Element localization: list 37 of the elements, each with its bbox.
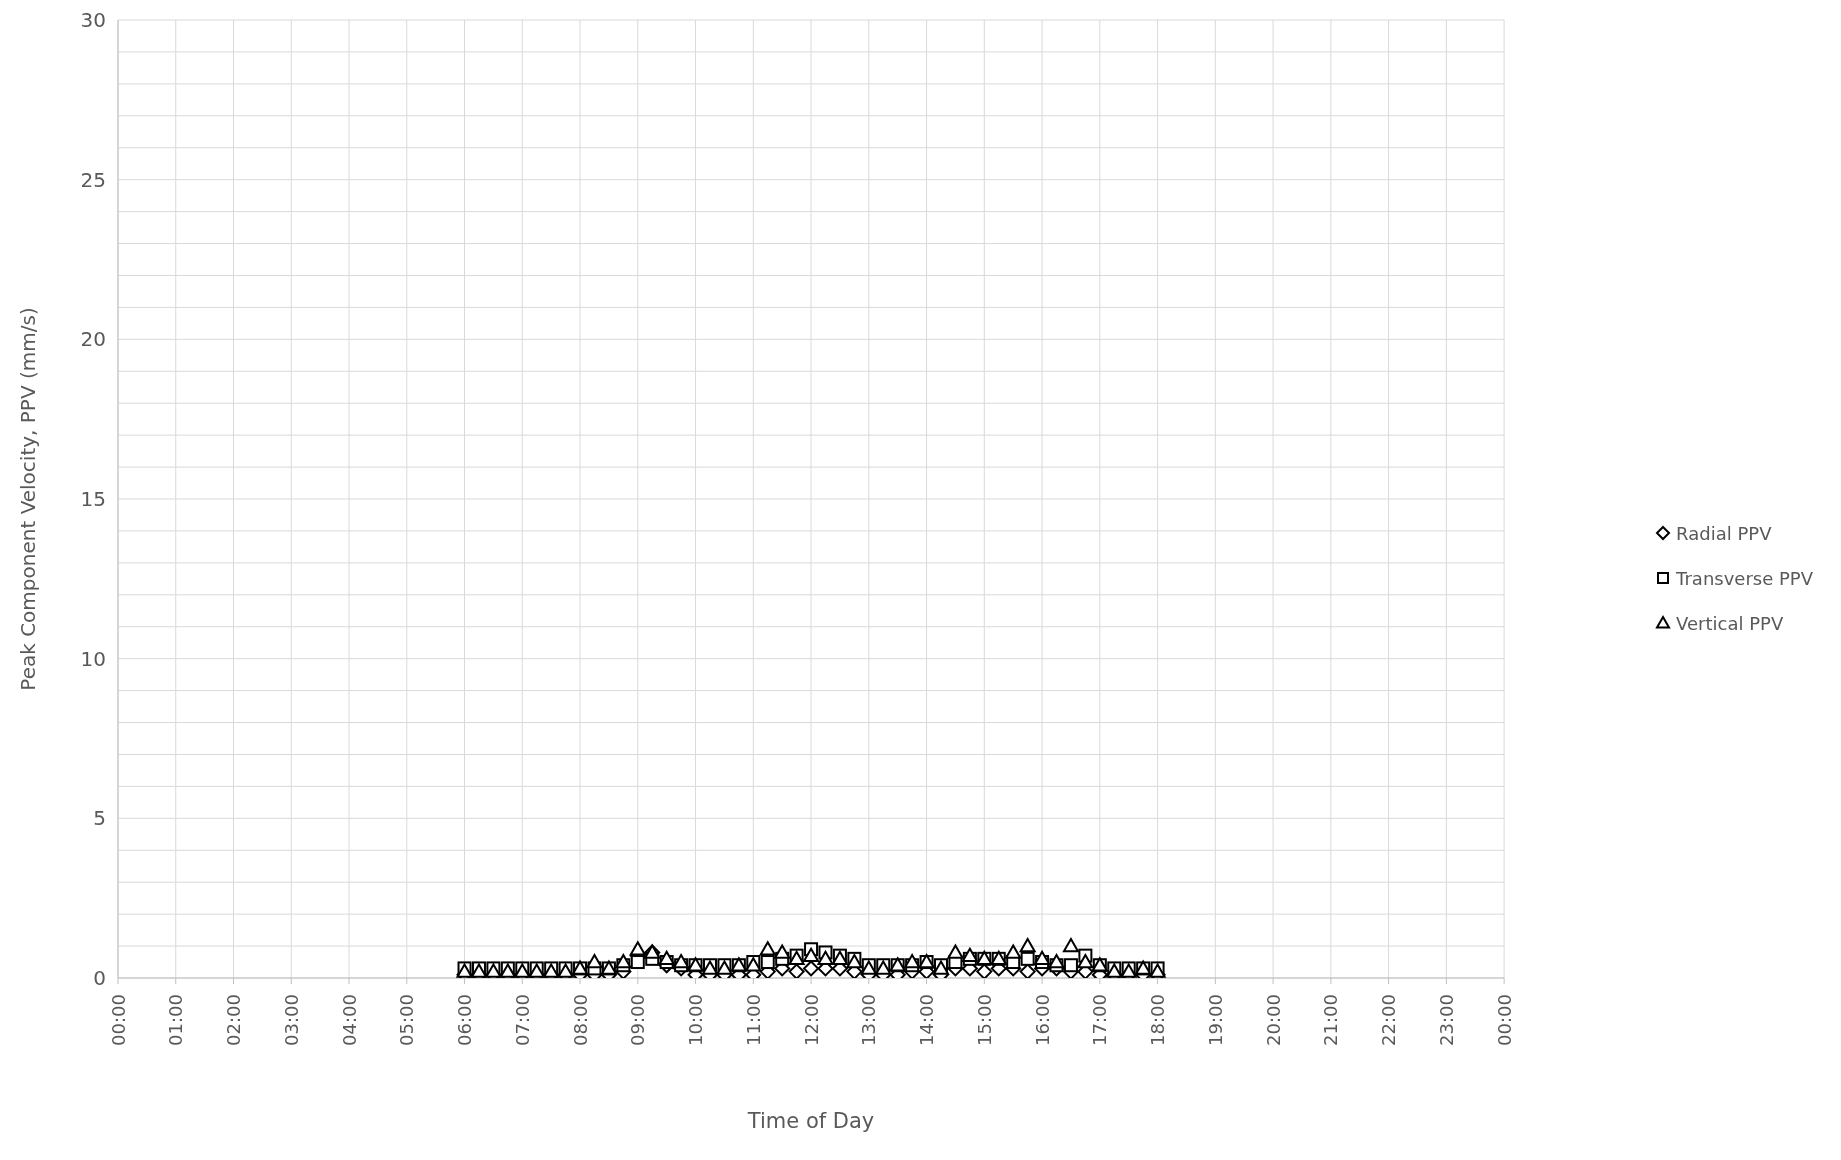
legend-label: Transverse PPV (1676, 567, 1813, 589)
legend-label: Vertical PPV (1676, 612, 1784, 634)
x-tick-label: 16:00 (1031, 994, 1053, 1046)
x-tick-label: 20:00 (1262, 994, 1284, 1046)
y-tick-label: 30 (80, 8, 106, 32)
x-tick-label: 13:00 (858, 994, 880, 1046)
x-tick-label: 07:00 (511, 994, 533, 1046)
x-tick-label: 21:00 (1320, 994, 1342, 1046)
x-tick-label: 22:00 (1378, 994, 1400, 1046)
x-tick-label: 17:00 (1089, 994, 1111, 1046)
x-tick-label: 11:00 (742, 994, 764, 1046)
x-tick-label: 01:00 (165, 994, 187, 1046)
x-tick-label: 03:00 (280, 994, 302, 1046)
x-tick-label: 18:00 (1147, 994, 1169, 1046)
y-tick-label: 25 (80, 167, 106, 192)
y-axis-title: Peak Component Velocity, PPV (mm/s) (16, 307, 41, 691)
x-tick-label: 15:00 (973, 994, 995, 1046)
x-tick-label: 00:00 (107, 994, 129, 1046)
y-tick-label: 0 (93, 966, 106, 990)
y-tick-label: 5 (93, 806, 106, 831)
y-tick-label: 20 (80, 327, 106, 352)
x-tick-label: 04:00 (338, 994, 360, 1046)
x-tick-label: 23:00 (1435, 994, 1457, 1046)
legend-label: Radial PPV (1676, 522, 1772, 544)
x-tick-label: 08:00 (569, 994, 591, 1046)
x-tick-label: 09:00 (627, 994, 649, 1046)
x-axis-title: Time of Day (746, 1109, 875, 1133)
x-tick-label: 06:00 (454, 994, 476, 1046)
x-tick-label: 02:00 (223, 994, 245, 1046)
x-tick-label: 12:00 (800, 994, 822, 1046)
x-tick-label: 14:00 (916, 994, 938, 1046)
x-tick-label: 19:00 (1204, 994, 1226, 1046)
x-tick-label: 10:00 (685, 994, 707, 1046)
y-tick-label: 15 (80, 487, 106, 511)
x-tick-label: 05:00 (396, 994, 418, 1046)
y-tick-label: 10 (80, 646, 106, 671)
x-tick-label: 00:00 (1493, 994, 1515, 1046)
